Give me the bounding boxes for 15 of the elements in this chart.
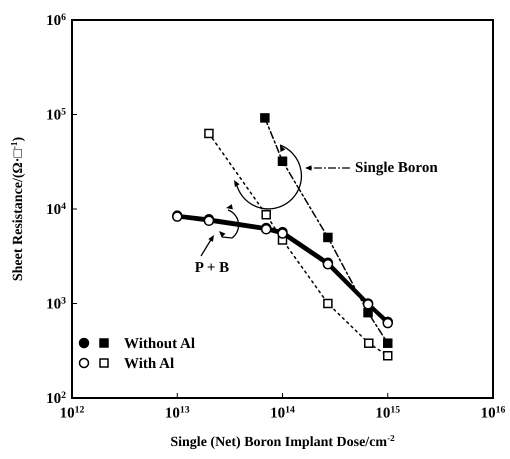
x-tick-label: 10$^{13}$ [164, 404, 190, 422]
annotation: Single Boron [355, 160, 438, 176]
legend-label: With Al [124, 356, 174, 372]
x-tick-label: 10$^{14}$ [270, 404, 295, 422]
y-tick-label: 10$^{2}$ [46, 389, 66, 407]
y-tick-label: 10$^{6}$ [46, 11, 66, 29]
annotation: P + B [194, 260, 230, 276]
x-tick-label: 10$^{15}$ [375, 404, 400, 422]
legend-label: Without Al [124, 336, 195, 352]
y-tick-label: 10$^{4}$ [46, 200, 66, 218]
y-tick-label: 10$^{5}$ [46, 106, 66, 124]
x-tick-label: 10$^{16}$ [480, 404, 506, 422]
x-tick-label: 10$^{12}$ [60, 404, 84, 422]
x-axis-title: Single (Net) Boron Implant Dose/cm$^{-2}$ [170, 433, 396, 450]
y-tick-label: 10$^{3}$ [46, 294, 66, 312]
